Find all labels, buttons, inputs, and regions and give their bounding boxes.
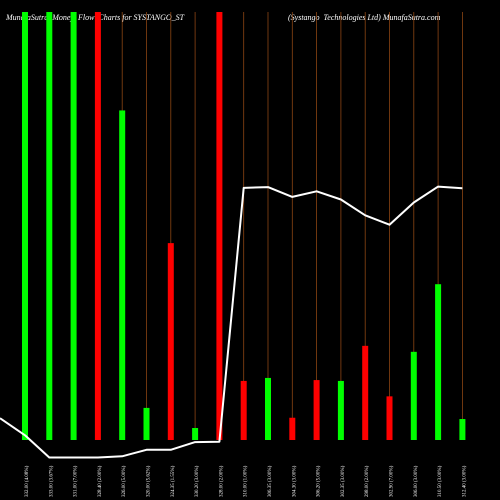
- volume-bar: [435, 284, 442, 440]
- x-tick-label: 298.00 (2.00%): [365, 465, 370, 497]
- x-tick-label: 332.00 (4.08%): [25, 465, 30, 497]
- volume-bar: [167, 243, 174, 440]
- x-tick-label: 330.20 (3.00%): [195, 465, 200, 497]
- x-tick-label: 312.40 (3.00%): [462, 465, 467, 497]
- x-tick-label: 331.00 (7.00%): [74, 465, 79, 497]
- x-tick-label: 320.00 (5.62%): [147, 465, 152, 497]
- volume-bar: [313, 380, 320, 440]
- volume-bar: [337, 380, 344, 440]
- x-tick-label: 328.00 (2.00%): [219, 465, 224, 497]
- x-tick-label: 310.00 (1.00%): [244, 465, 249, 497]
- volume-bar: [192, 428, 199, 440]
- volume-bar: [143, 407, 150, 440]
- x-tick-label: 302.35 (3.00%): [341, 465, 346, 497]
- volume-bar: [94, 12, 101, 440]
- x-tick-label: 324.35 (1.55%): [171, 465, 176, 497]
- volume-bar: [410, 351, 417, 440]
- price-line-path: [0, 185, 463, 459]
- chart-title-right: (Systango Technologies Ltd) MunafaSutra.…: [288, 13, 441, 22]
- x-tick-label: 306.00 (3.00%): [414, 465, 419, 497]
- volume-bar: [386, 396, 393, 440]
- gridlines: [24, 12, 463, 440]
- x-tick-label: 302.90 (7.00%): [390, 465, 395, 497]
- volume-bar: [240, 380, 247, 440]
- volume-bar: [216, 12, 223, 440]
- x-tick-label: 328.40 (2.00%): [98, 465, 103, 497]
- volume-bar: [265, 377, 271, 440]
- x-tick-label: 326.00 (5.00%): [122, 465, 127, 497]
- price-line: [0, 185, 463, 459]
- volume-bar: [46, 12, 53, 440]
- x-tick-label: 333.00 (3.67%): [49, 465, 54, 497]
- x-tick-labels: 332.00 (4.08%) 333.00 (3.67%) 331.00 (7.00…: [25, 465, 467, 497]
- x-tick-label: 304.30 (3.00%): [292, 465, 297, 497]
- volume-bars: [22, 12, 466, 440]
- volume-bar: [459, 419, 466, 440]
- x-tick-label: 306.20 (5.00%): [317, 465, 322, 497]
- x-tick-label: 310.50 (3.00%): [438, 465, 443, 497]
- volume-bar: [70, 12, 77, 440]
- volume-bar: [22, 12, 28, 440]
- volume-bar: [362, 345, 369, 440]
- volume-bar: [119, 110, 126, 440]
- volume-bar: [289, 417, 296, 440]
- x-tick-label: 306.35 (3.00%): [268, 465, 273, 497]
